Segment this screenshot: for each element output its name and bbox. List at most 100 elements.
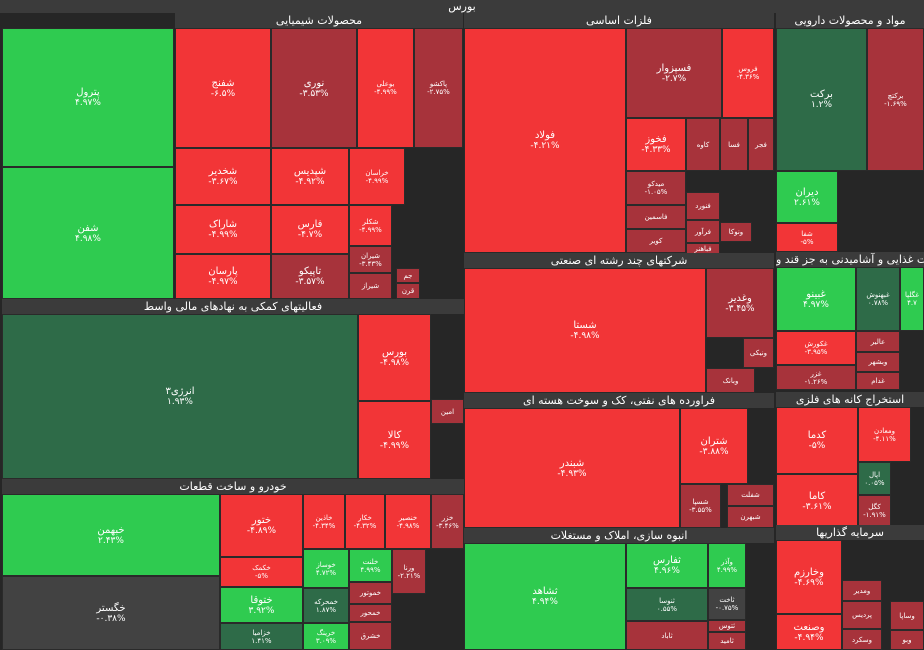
stock-tile[interactable]: پردیس <box>842 601 882 629</box>
stock-tile[interactable]: نوری -۳.۵۳% <box>271 28 357 148</box>
stock-tile[interactable]: ثاخت -۰.۷۵% <box>708 588 746 620</box>
stock-tile[interactable]: خاذین -۴.۳۴% <box>303 494 345 549</box>
stock-tile[interactable]: خکار -۴.۳۲% <box>345 494 385 549</box>
stock-tile[interactable]: ومعادن -۴.۱۱% <box>858 407 911 462</box>
stock-tile[interactable]: خراسان -۴.۹۹% <box>349 148 405 205</box>
stock-tile[interactable]: شیران -۳.۴۳% <box>349 246 392 273</box>
stock-tile[interactable]: ثتوس <box>708 620 746 632</box>
stock-tile[interactable]: غدام <box>856 372 900 390</box>
stock-tile[interactable]: تاپیکو -۳.۵۷% <box>271 254 349 299</box>
stock-tile[interactable]: کاوه <box>686 118 720 171</box>
stock-tile[interactable]: شفا -۵% <box>776 223 838 252</box>
stock-tile[interactable]: ثنوسا ۰.۵۵% <box>626 588 708 621</box>
stock-tile[interactable]: خلنت ۴.۹۹% <box>349 549 392 582</box>
stock-tile[interactable]: ثشاهد ۴.۹۴% <box>464 543 626 650</box>
stock-tile[interactable]: وبو <box>890 630 924 650</box>
stock-tile[interactable]: وبانک <box>706 368 755 393</box>
stock-tile[interactable]: ورنا -۲.۲۱% <box>392 549 426 594</box>
stock-tile[interactable]: غبهنوش ۰.۷۸% <box>856 267 900 331</box>
stock-tile[interactable]: قرن <box>396 283 420 299</box>
stock-tile[interactable]: بوعلی -۴.۹۹% <box>357 28 414 148</box>
stock-tile[interactable]: امین <box>431 399 464 424</box>
stock-tile[interactable]: شستا -۴.۹۸% <box>464 268 706 393</box>
stock-tile[interactable]: شتران -۳.۸۸% <box>680 408 748 484</box>
stock-symbol: کاوه <box>696 140 710 149</box>
stock-tile[interactable]: خزامیا ۱.۴۱% <box>220 623 303 650</box>
stock-tile[interactable]: شفن ۴.۹۸% <box>2 167 174 299</box>
stock-tile[interactable]: غگلپا ۴.۷ <box>900 267 924 331</box>
stock-tile[interactable]: خزر -۳.۴۶% <box>431 494 464 549</box>
stock-tile[interactable]: دیران ۲.۶۱% <box>776 171 838 223</box>
stock-tile[interactable]: ونوکا <box>720 222 752 242</box>
stock-tile[interactable]: فارس -۴.۷% <box>271 205 349 254</box>
stock-tile[interactable]: پترول ۴.۹۷% <box>2 28 174 167</box>
stock-tile[interactable]: خمحرکه ۱.۸۷% <box>303 588 349 623</box>
stock-tile[interactable]: پاکشو -۲.۷۵% <box>414 28 463 148</box>
stock-tile[interactable]: فروس -۴.۳۶% <box>722 28 774 118</box>
stock-tile[interactable]: ختوقا ۳.۹۲% <box>220 587 303 623</box>
stock-tile[interactable]: انرژی۳ ۱.۹۳% <box>2 314 358 479</box>
stock-tile[interactable]: بورس -۴.۹۸% <box>358 314 431 401</box>
stock-tile[interactable]: خگستر -۰.۳۸% <box>2 576 220 650</box>
stock-tile[interactable]: کگل -۱.۹۱% <box>858 495 891 527</box>
stock-tile[interactable]: ثفارس ۴.۹۶% <box>626 543 708 588</box>
stock-tile[interactable]: فخوز -۴.۳۳% <box>626 118 686 171</box>
stock-tile[interactable]: کاما -۳.۶۱% <box>776 474 858 529</box>
stock-tile[interactable]: فرآور <box>686 220 720 243</box>
stock-tile[interactable]: شسپا -۳.۵۵% <box>680 484 721 528</box>
stock-tile[interactable]: فولاد -۴.۲۱% <box>464 28 626 253</box>
stock-tile[interactable]: فجر <box>748 118 774 171</box>
stock-tile[interactable]: شبهرن <box>727 506 774 528</box>
stock-tile[interactable]: وخارزم -۴.۶۹% <box>776 540 842 614</box>
stock-tile[interactable]: خشرق <box>349 622 392 650</box>
stock-tile[interactable]: شیراز <box>349 273 392 299</box>
stock-tile[interactable]: شکلر -۴.۹۹% <box>349 205 392 246</box>
stock-symbol: وبو <box>902 636 912 644</box>
stock-tile[interactable]: خرینگ ۳.۰۹% <box>303 623 349 650</box>
stock-tile[interactable]: وساپا <box>890 601 924 630</box>
stock-tile[interactable]: وغدیر -۳.۴۵% <box>706 268 774 338</box>
stock-tile[interactable]: شخدیر -۳.۶۷% <box>175 148 271 205</box>
stock-tile[interactable]: ختور -۴.۸۹% <box>220 494 303 557</box>
stock-tile[interactable]: فنورد <box>686 192 720 220</box>
stock-change: -۴.۹۳% <box>557 468 587 479</box>
stock-tile[interactable]: برکتچ -۱.۶۹% <box>867 28 924 171</box>
stock-tile[interactable]: ثامید <box>708 632 746 650</box>
stock-tile[interactable]: ثاباد <box>626 621 708 650</box>
stock-tile[interactable]: جم <box>396 268 420 283</box>
stock-tile[interactable]: وسکرد <box>842 629 882 650</box>
stock-tile[interactable]: ومدیر <box>842 580 882 601</box>
stock-tile[interactable]: کویر <box>626 229 686 253</box>
stock-tile[interactable]: خموتور <box>349 582 392 604</box>
stock-symbol: خزامیا <box>252 628 271 637</box>
stock-tile[interactable]: خکمک -۵% <box>220 557 303 587</box>
stock-tile[interactable]: کالا -۴.۹۹% <box>358 401 431 479</box>
stock-tile[interactable]: کدما -۵% <box>776 407 858 474</box>
stock-tile[interactable]: خوساز ۴.۷۲% <box>303 549 349 588</box>
stock-tile[interactable]: میدکو -۱.۰۵% <box>626 171 686 205</box>
stock-tile[interactable]: اپال ۰.۰۵% <box>858 462 891 495</box>
stock-tile[interactable]: شفنج -۶.۵% <box>175 28 271 148</box>
stock-tile[interactable]: ونیکی <box>743 338 774 368</box>
stock-tile[interactable]: پارسان -۴.۹۷% <box>175 254 271 299</box>
stock-symbol: پاکشو <box>429 80 448 88</box>
stock-tile[interactable]: خمحور <box>349 604 392 622</box>
stock-tile[interactable]: وآذر ۴.۹۹% <box>708 543 746 588</box>
stock-tile[interactable]: فسپزوار -۲.۷% <box>626 28 722 118</box>
stock-tile[interactable]: خنصیر -۴.۹۸% <box>385 494 431 549</box>
stock-tile[interactable]: غبینو ۴.۹۷% <box>776 267 856 331</box>
stock-symbol: ومدیر <box>853 586 871 595</box>
stock-tile[interactable]: وصنعت -۴.۹۴% <box>776 614 842 650</box>
stock-tile[interactable]: فاسمین <box>626 205 686 229</box>
stock-tile[interactable]: وبشهر <box>856 352 900 372</box>
stock-tile[interactable]: غزر -۱.۲۶% <box>776 365 856 390</box>
stock-tile[interactable]: عالیر <box>856 331 900 352</box>
stock-tile[interactable]: شاراک -۴.۹۹% <box>175 205 271 254</box>
stock-tile[interactable]: شفلت <box>727 484 774 506</box>
stock-tile[interactable]: شبندر -۴.۹۳% <box>464 408 680 528</box>
stock-tile[interactable]: شپدیس -۴.۹۲% <box>271 148 349 205</box>
stock-tile[interactable]: خبهمن ۲.۴۳% <box>2 494 220 576</box>
stock-tile[interactable]: غکورش -۳.۹۵% <box>776 331 856 365</box>
stock-tile[interactable]: فسا <box>720 118 748 171</box>
stock-tile[interactable]: برکت ۱.۲% <box>776 28 867 171</box>
